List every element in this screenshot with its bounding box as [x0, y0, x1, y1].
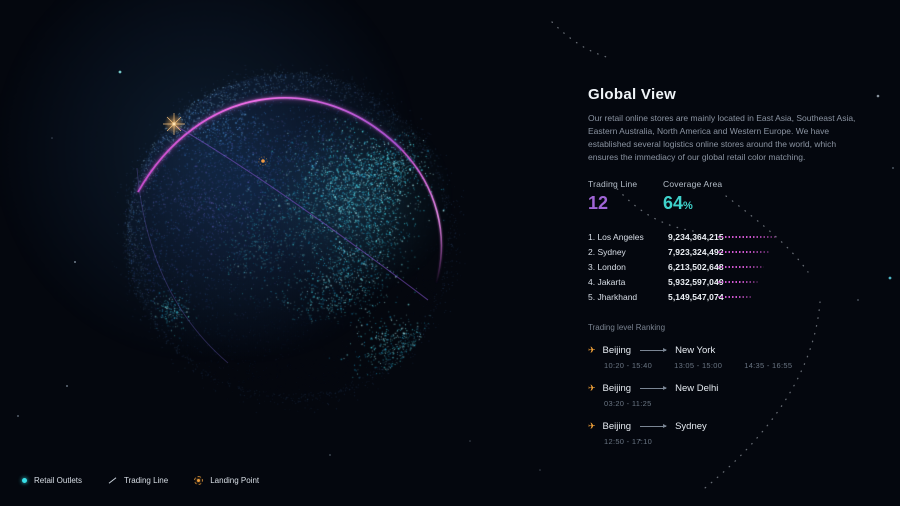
map-legend: Retail Outlets Trading Line Landing Poin…: [22, 476, 259, 485]
table-row[interactable]: 2. Sydney 7,923,324,492: [588, 244, 883, 259]
plane-icon: ✈: [588, 345, 596, 355]
city-bar: [718, 265, 764, 268]
flight-to: New York: [675, 345, 716, 356]
city-name: 3. London: [588, 261, 626, 272]
percent-sign: %: [683, 200, 693, 212]
stat-value: 64%: [663, 193, 693, 213]
plane-icon: ✈: [588, 383, 596, 393]
city-name: 4. Jakarta: [588, 276, 626, 287]
flight-from: Beijing: [602, 421, 632, 432]
flight-time: 03:20 - 11:25: [604, 399, 652, 408]
flight-to: New Delhi: [675, 383, 719, 394]
flight-row[interactable]: ✈ Beijing New Delhi 03:20 - 11:25: [588, 383, 883, 408]
panel-description: Our retail online stores are mainly loca…: [588, 113, 856, 162]
table-row[interactable]: 5. Jharkhand 5,149,547,074: [588, 289, 883, 304]
flight-from: Beijing: [602, 383, 632, 394]
trading-line-arcs: [136, 95, 443, 364]
city-value: 9,234,364,215: [668, 231, 724, 242]
flight-time: 14:35 - 16:55: [744, 361, 793, 370]
table-row[interactable]: 3. London 6,213,502,648: [588, 259, 883, 274]
stat-label: Coverage Area: [663, 179, 723, 189]
route-arrow-icon: [640, 386, 668, 390]
plane-icon: ✈: [588, 421, 596, 431]
city-value: 5,932,597,049: [668, 276, 724, 287]
flight-time: 12:50 - 17:10: [604, 437, 653, 446]
background-stars: [17, 70, 894, 471]
flight-time: 13:05 - 15:00: [674, 361, 723, 370]
flight-times: 12:50 - 17:10: [604, 437, 883, 446]
route-arrow-icon: [640, 348, 668, 352]
landing-point-icon: [163, 113, 185, 135]
page-title: Global View: [588, 86, 677, 103]
legend-label: Retail Outlets: [34, 476, 83, 485]
city-name: 1. Los Angeles: [588, 231, 644, 242]
stat-value: 12: [588, 193, 609, 213]
flight-from: Beijing: [602, 345, 632, 356]
flight-to: Sydney: [675, 421, 707, 432]
flight-row[interactable]: ✈ Beijing Sydney 12:50 - 17:10: [588, 421, 883, 446]
city-bar: [718, 250, 770, 253]
city-bar: [718, 235, 777, 238]
city-name: 2. Sydney: [588, 246, 626, 257]
legend-label: Trading Line: [124, 476, 169, 485]
city-ranking-list: 1. Los Angeles 9,234,364,215 2. Sydney 7…: [588, 229, 883, 304]
table-row[interactable]: 4. Jakarta 5,932,597,049: [588, 274, 883, 289]
stat-label: Trading Line: [588, 179, 638, 189]
ranking-section-title: Trading level Ranking: [588, 323, 666, 332]
landing-point-dot: [258, 156, 268, 166]
legend-label: Landing Point: [210, 476, 260, 485]
legend-landing-point[interactable]: Landing Point: [194, 476, 259, 485]
city-value: 6,213,502,648: [668, 261, 724, 272]
flight-row[interactable]: ✈ Beijing New York 10:20 - 15:40 13:05 -…: [588, 345, 883, 370]
table-row[interactable]: 1. Los Angeles 9,234,364,215: [588, 229, 883, 244]
city-name: 5. Jharkhand: [588, 291, 638, 302]
legend-trading-line[interactable]: Trading Line: [108, 476, 168, 485]
city-value: 5,149,547,074: [668, 291, 724, 302]
city-value: 7,923,324,492: [668, 246, 724, 257]
info-panel: Global View Our retail online stores are…: [588, 86, 883, 446]
city-bar: [718, 280, 758, 283]
flight-times: 10:20 - 15:40 13:05 - 15:00 14:35 - 16:5…: [604, 361, 883, 370]
trading-line-icon: [108, 477, 117, 484]
landing-point-icon: [194, 476, 204, 485]
route-arrow-icon: [640, 424, 668, 428]
stat-coverage-area: Coverage Area 64%: [663, 179, 738, 214]
flight-time: 10:20 - 15:40: [604, 361, 653, 370]
stat-trading-line: Trading Line 12: [588, 179, 663, 214]
city-bar: [718, 295, 752, 298]
stats-row: Trading Line 12 Coverage Area 64%: [588, 179, 883, 214]
flight-times: 03:20 - 11:25: [604, 399, 883, 408]
retail-outlets-icon: [22, 478, 27, 483]
legend-retail-outlets[interactable]: Retail Outlets: [22, 476, 82, 485]
dotted-trails: [551, 21, 821, 493]
